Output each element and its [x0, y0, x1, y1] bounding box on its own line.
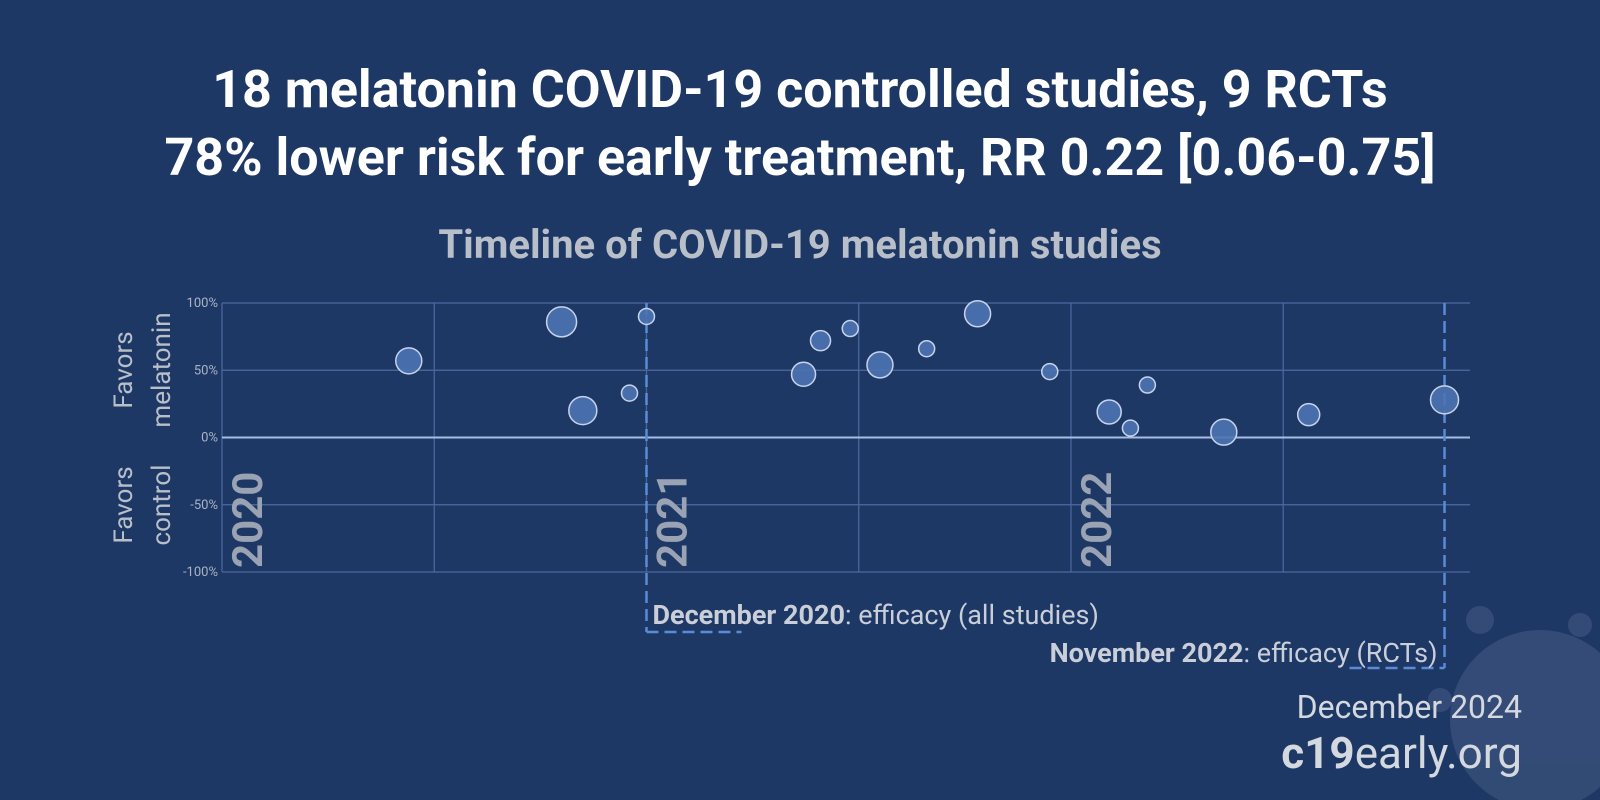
y-label-line: control — [147, 464, 177, 545]
y-label-negative: Favors control — [109, 464, 177, 545]
bubble — [1429, 385, 1460, 415]
bubble — [545, 306, 578, 338]
virus-body — [1450, 630, 1600, 800]
annotation-bold: December 2020 — [652, 599, 845, 631]
footer-site-bold: c19 — [1281, 727, 1354, 779]
virus-spike — [1428, 688, 1452, 712]
bubble — [841, 319, 859, 338]
chart-subtitle: Timeline of COVID-19 melatonin studies — [438, 221, 1161, 268]
y-tick-label: 100% — [187, 296, 218, 311]
title-line: 78% lower risk for early treatment, RR 0… — [164, 127, 1435, 188]
annotation-text: December 2020: efficacy (all studies) — [652, 599, 1098, 631]
virus-spike — [1568, 613, 1592, 637]
bubble — [866, 351, 894, 379]
x-tick-label: 2022 — [1073, 472, 1122, 568]
y-tick-label: -100% — [183, 565, 218, 580]
title-line: 18 melatonin COVID-19 controlled studies… — [212, 59, 1388, 120]
y-label-line: Favors — [109, 331, 139, 408]
bubble — [1296, 402, 1321, 427]
virus-decoration — [1428, 606, 1600, 800]
bubble — [917, 339, 936, 358]
annotation-bold: November 2022 — [1050, 637, 1244, 669]
bubble — [1138, 376, 1157, 394]
y-label-line: Favors — [109, 466, 139, 543]
y-label-positive: Favors melatonin — [109, 312, 177, 427]
bubble — [637, 307, 656, 326]
bubble — [1121, 419, 1140, 437]
annotation-label: : efficacy (RCTs) — [1244, 637, 1438, 669]
bubble — [620, 384, 639, 402]
y-tick-label: 0% — [201, 431, 218, 446]
y-label-line: melatonin — [147, 312, 177, 427]
x-tick-label: 2020 — [224, 472, 273, 568]
bubble — [1041, 362, 1059, 381]
bubble — [963, 300, 992, 328]
y-tick-label: 50% — [194, 363, 218, 378]
x-tick-label: 2021 — [648, 472, 697, 568]
footer-site: c19early.org — [1281, 727, 1522, 779]
bubble — [790, 361, 817, 388]
bubble — [568, 395, 598, 426]
y-tick-label: -50% — [190, 498, 218, 513]
bubble — [1210, 418, 1238, 446]
annotation-label: : efficacy (all studies) — [845, 599, 1099, 631]
virus-spike — [1466, 606, 1494, 634]
bubble — [809, 329, 832, 352]
annotation-text: November 2022: efficacy (RCTs) — [1050, 637, 1438, 669]
bubble — [395, 347, 423, 375]
footer-date: December 2024 — [1297, 688, 1522, 726]
bubble — [1096, 399, 1122, 425]
footer-site-rest: early.org — [1355, 727, 1522, 779]
